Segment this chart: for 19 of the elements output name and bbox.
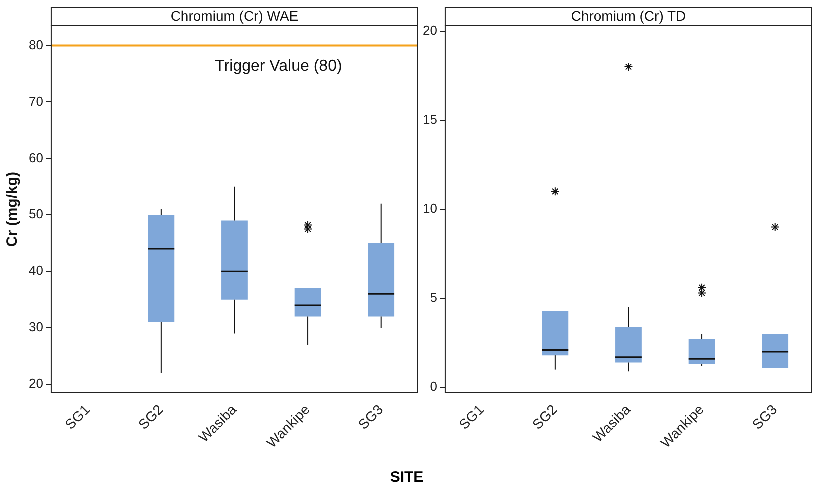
x-tick-label: SG1 [62, 401, 94, 433]
y-tick-label: 20 [422, 22, 438, 38]
chart-title: Chromium (Cr) WAE [170, 8, 299, 24]
x-axis-title: SITE [389, 469, 425, 486]
y-tick-label: 5 [430, 290, 438, 306]
y-tick-label: 50 [28, 206, 44, 222]
y-tick-label: 10 [422, 201, 438, 216]
y-tick-label: 70 [28, 94, 44, 109]
chart-title: Chromium (Cr) TD [571, 8, 686, 24]
y-tick-label: 15 [422, 112, 438, 127]
ref-line-label: Trigger Value (80) [215, 58, 342, 76]
y-tick-label: 0 [430, 379, 438, 394]
y-tick-label: 40 [28, 263, 44, 278]
y-axis-title: Cr (mg/kg) [4, 172, 22, 247]
y-tick-label: 60 [28, 150, 44, 166]
y-tick-label: 20 [28, 376, 44, 392]
y-tick-label: 30 [28, 320, 44, 335]
y-tick-label: 80 [28, 37, 44, 52]
x-tick-label: SG1 [456, 401, 488, 433]
